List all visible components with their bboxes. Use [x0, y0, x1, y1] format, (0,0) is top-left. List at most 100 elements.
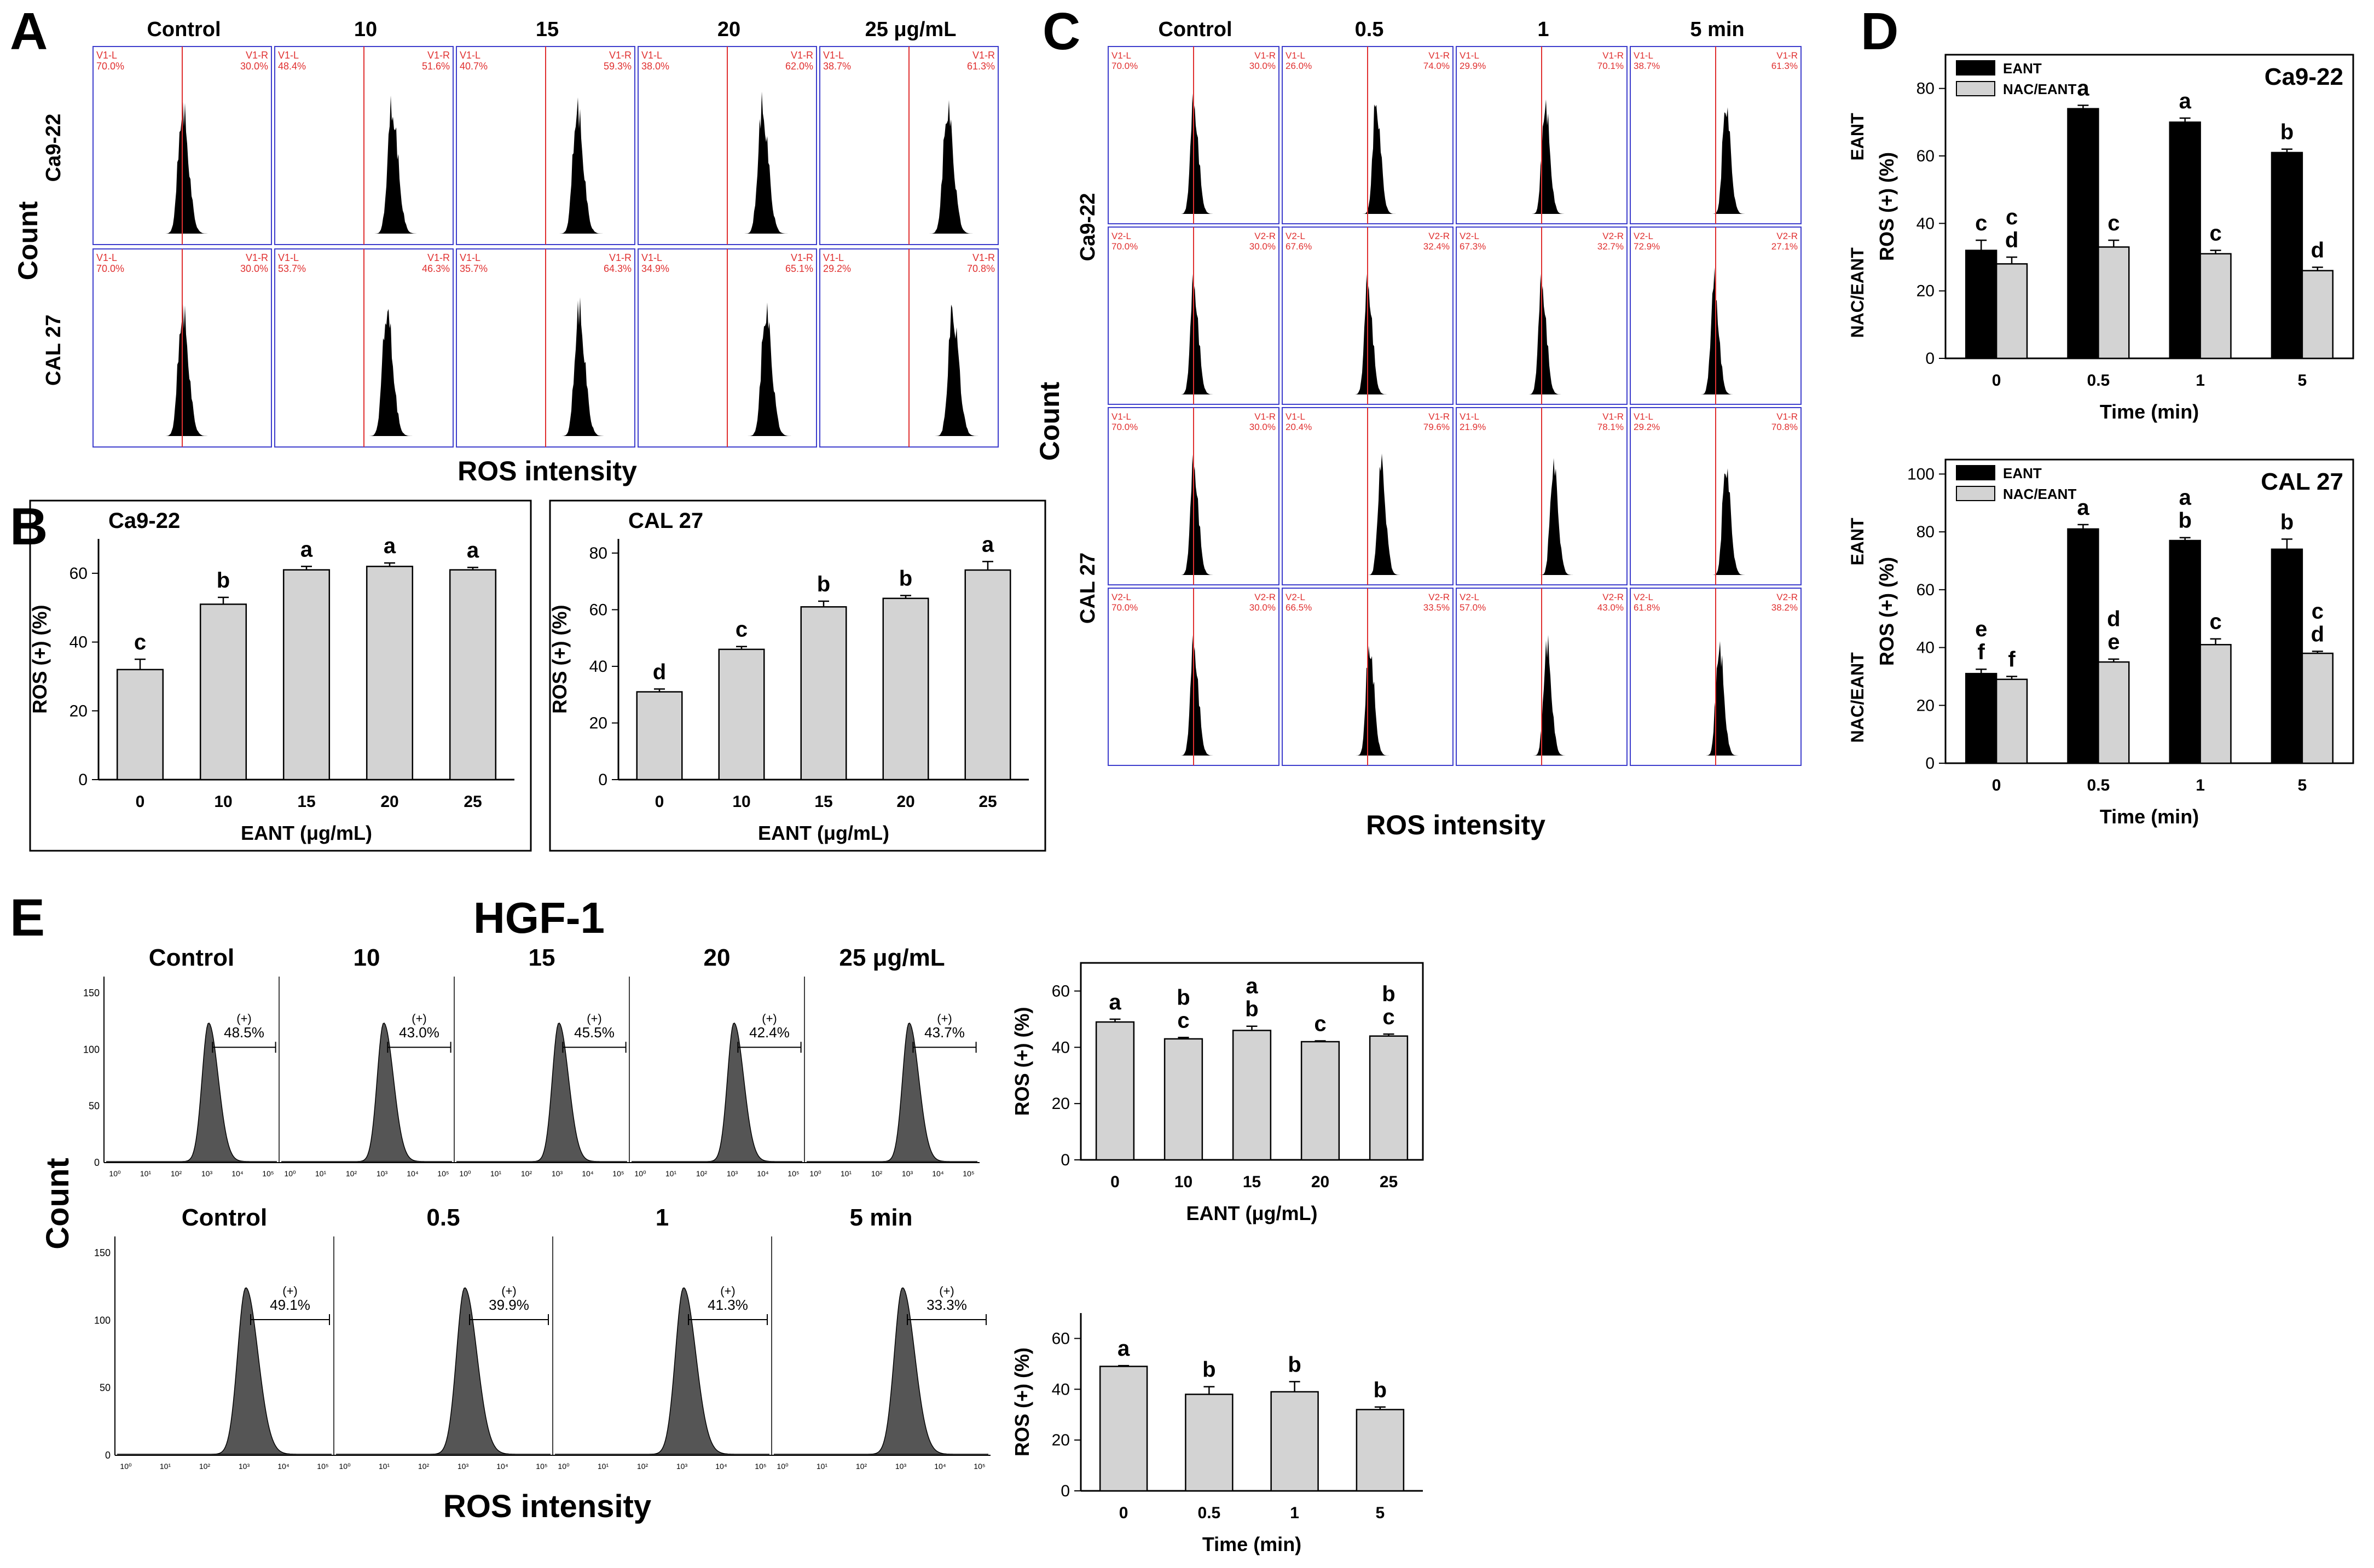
gate-left-percent: 35.7%	[460, 263, 488, 274]
gate-right-percent: 32.7%	[1597, 241, 1624, 252]
chart-D-ca922: 0 20 40 60 80 Ca9-22 ROS (+) (%) Time (min) EANT…	[1848, 54, 2354, 423]
positive-percent: 48.5%	[224, 1024, 264, 1041]
gate-left-percent: 20.4%	[1286, 422, 1312, 432]
panel-letter-d: D	[1861, 2, 1898, 61]
x-tick-label: 25	[978, 793, 997, 811]
y-tick-label: 60	[70, 565, 88, 583]
significance-letter: c	[1975, 211, 1987, 235]
gate-left-label: V1-L	[1111, 50, 1131, 61]
chart-B-ca922: 0 20 40 60 Ca9-22 ROS (+) (%) EANT (μg/mL) 0 c 10…	[28, 500, 532, 852]
gate-right-percent: 64.3%	[604, 263, 632, 274]
x-tick-label: 10¹	[315, 1169, 327, 1178]
positive-label: (+)	[282, 1284, 298, 1298]
histogram-cell: V2-L70.0% V2-R30.0%	[1108, 227, 1279, 405]
legend-swatch	[1956, 465, 1995, 480]
histogram-cell: V2-L67.3% V2-R32.7%	[1456, 227, 1628, 405]
histogram-trace	[822, 100, 996, 234]
x-tick-label: 10⁴	[277, 1462, 289, 1471]
gate-left-label: V1-L	[96, 50, 117, 61]
gate-right-label: V2-R	[1602, 592, 1624, 602]
gate-right-percent: 30.0%	[1249, 602, 1276, 613]
y-tick-label: 20	[589, 714, 607, 732]
gate-left-percent: 70.0%	[1111, 241, 1138, 252]
x-tick-label: 1	[2196, 776, 2205, 794]
significance-letter: c	[2312, 599, 2324, 623]
bar	[2067, 108, 2099, 359]
gate-left-percent: 70.0%	[1111, 602, 1138, 613]
gate-right-percent: 74.0%	[1423, 61, 1450, 71]
y-tick-label: 0	[94, 1157, 100, 1168]
x-tick-label: 10³	[377, 1169, 388, 1178]
gate-left-label: V1-L	[641, 50, 662, 61]
x-tick-label: 10¹	[817, 1462, 828, 1471]
chart-B-cal27: 0 20 40 60 80 CAL 27 ROS (+) (%) EANT (μg/mL) 0 d…	[548, 500, 1046, 852]
x-tick-label: 5	[2298, 371, 2307, 390]
x-axis-title: Time (min)	[2100, 400, 2199, 423]
significance-letter: b	[899, 567, 912, 591]
histogram-trace	[640, 302, 814, 436]
gate-left-percent: 66.5%	[1286, 602, 1312, 613]
panel-e-column-label: Control	[149, 944, 234, 971]
y-tick-label: 50	[89, 1101, 100, 1112]
histogram-trace	[336, 1287, 551, 1455]
significance-letter: d	[2311, 622, 2324, 646]
histogram-trace	[106, 1023, 277, 1162]
significance-letter: d	[2107, 607, 2120, 631]
x-tick-label: 0	[1992, 776, 2001, 794]
y-tick-label: 60	[1052, 1329, 1070, 1348]
panel-e-column-label: 20	[704, 944, 731, 971]
panel-e-x-title: ROS intensity	[443, 1489, 651, 1524]
gate-left-label: V1-L	[823, 252, 844, 263]
bar	[2199, 253, 2232, 359]
gate-right-label: V2-R	[1776, 231, 1798, 241]
significance-letter: b	[1245, 997, 1258, 1021]
gate-left-percent: 57.0%	[1460, 602, 1486, 613]
x-tick-label: 0	[1992, 371, 2001, 390]
bar	[1965, 672, 1997, 764]
gate-left-percent: 70.0%	[1111, 61, 1138, 71]
x-tick-label: 10⁵	[974, 1462, 985, 1471]
panel-e-y-title: Count	[40, 1158, 76, 1250]
x-tick-label: 10⁰	[459, 1169, 471, 1178]
gate-right-percent: 59.3%	[604, 61, 632, 72]
x-tick-label: 10⁰	[558, 1462, 570, 1471]
y-tick-label: 0	[78, 771, 88, 789]
histogram-trace	[807, 1023, 977, 1162]
significance-letter: a	[2179, 486, 2192, 510]
histogram-cell: V1-L70.0% V1-R30.0%	[1108, 46, 1279, 224]
panel-e-column-label: 5 min	[850, 1204, 913, 1231]
gate-left-percent: 67.6%	[1286, 241, 1312, 252]
significance-letter: c	[1177, 1008, 1189, 1032]
significance-letter: b	[2178, 509, 2191, 533]
histogram-trace	[774, 1287, 988, 1455]
x-tick-label: 10⁴	[231, 1169, 244, 1178]
histogram-cell: V1-L29.2% V1-R70.8%	[819, 248, 999, 448]
y-axis-title: ROS (+) (%)	[1011, 1007, 1033, 1116]
x-tick-label: 15	[1243, 1173, 1261, 1191]
panel-c-row-label: CAL 27	[1076, 553, 1099, 624]
x-tick-label: 10⁵	[755, 1462, 766, 1471]
x-tick-label: 0.5	[2087, 371, 2110, 390]
bar	[2199, 644, 2232, 764]
x-tick-label: 10²	[696, 1169, 708, 1178]
positive-percent: 39.9%	[489, 1297, 529, 1313]
gate-left-percent: 70.0%	[96, 61, 124, 72]
gate-right-percent: 51.6%	[422, 61, 450, 72]
x-tick-label: 10⁴	[934, 1462, 946, 1471]
gate-left-percent: 67.3%	[1460, 241, 1486, 252]
bar	[964, 569, 1011, 781]
significance-letter: a	[2077, 77, 2089, 101]
y-tick-label: 0	[1925, 350, 1935, 368]
x-tick-label: 15	[297, 793, 315, 811]
x-tick-label: 15	[814, 793, 832, 811]
bar	[1356, 1409, 1405, 1492]
histogram-cell: V2-L67.6% V2-R32.4%	[1282, 227, 1454, 405]
positive-percent: 49.1%	[270, 1297, 310, 1313]
histogram-cell: V1-L34.9% V1-R65.1%	[638, 248, 817, 448]
histogram-cell: V2-L72.9% V2-R27.1%	[1630, 227, 1802, 405]
x-tick-label: 20	[380, 793, 398, 811]
x-tick-label: 10²	[871, 1169, 883, 1178]
gate-left-percent: 34.9%	[641, 263, 669, 274]
gate-left-percent: 40.7%	[460, 61, 488, 72]
